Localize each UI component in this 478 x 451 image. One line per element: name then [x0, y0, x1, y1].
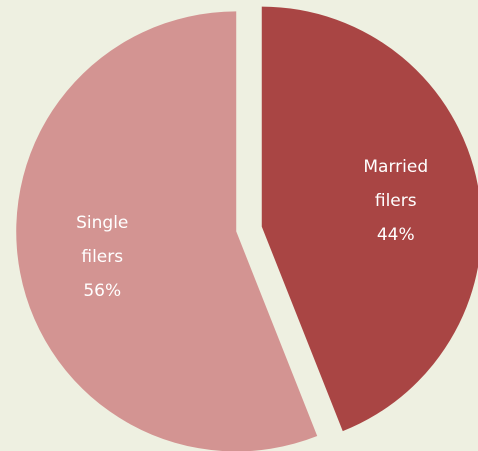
slice-label: Married filers	[363, 157, 428, 211]
slice-value-label: 56%	[83, 281, 121, 301]
pie-slice	[16, 11, 318, 451]
pie-slice	[261, 6, 478, 432]
slice-value-label: 44%	[377, 225, 415, 245]
slice-label: Single filers	[76, 213, 128, 267]
